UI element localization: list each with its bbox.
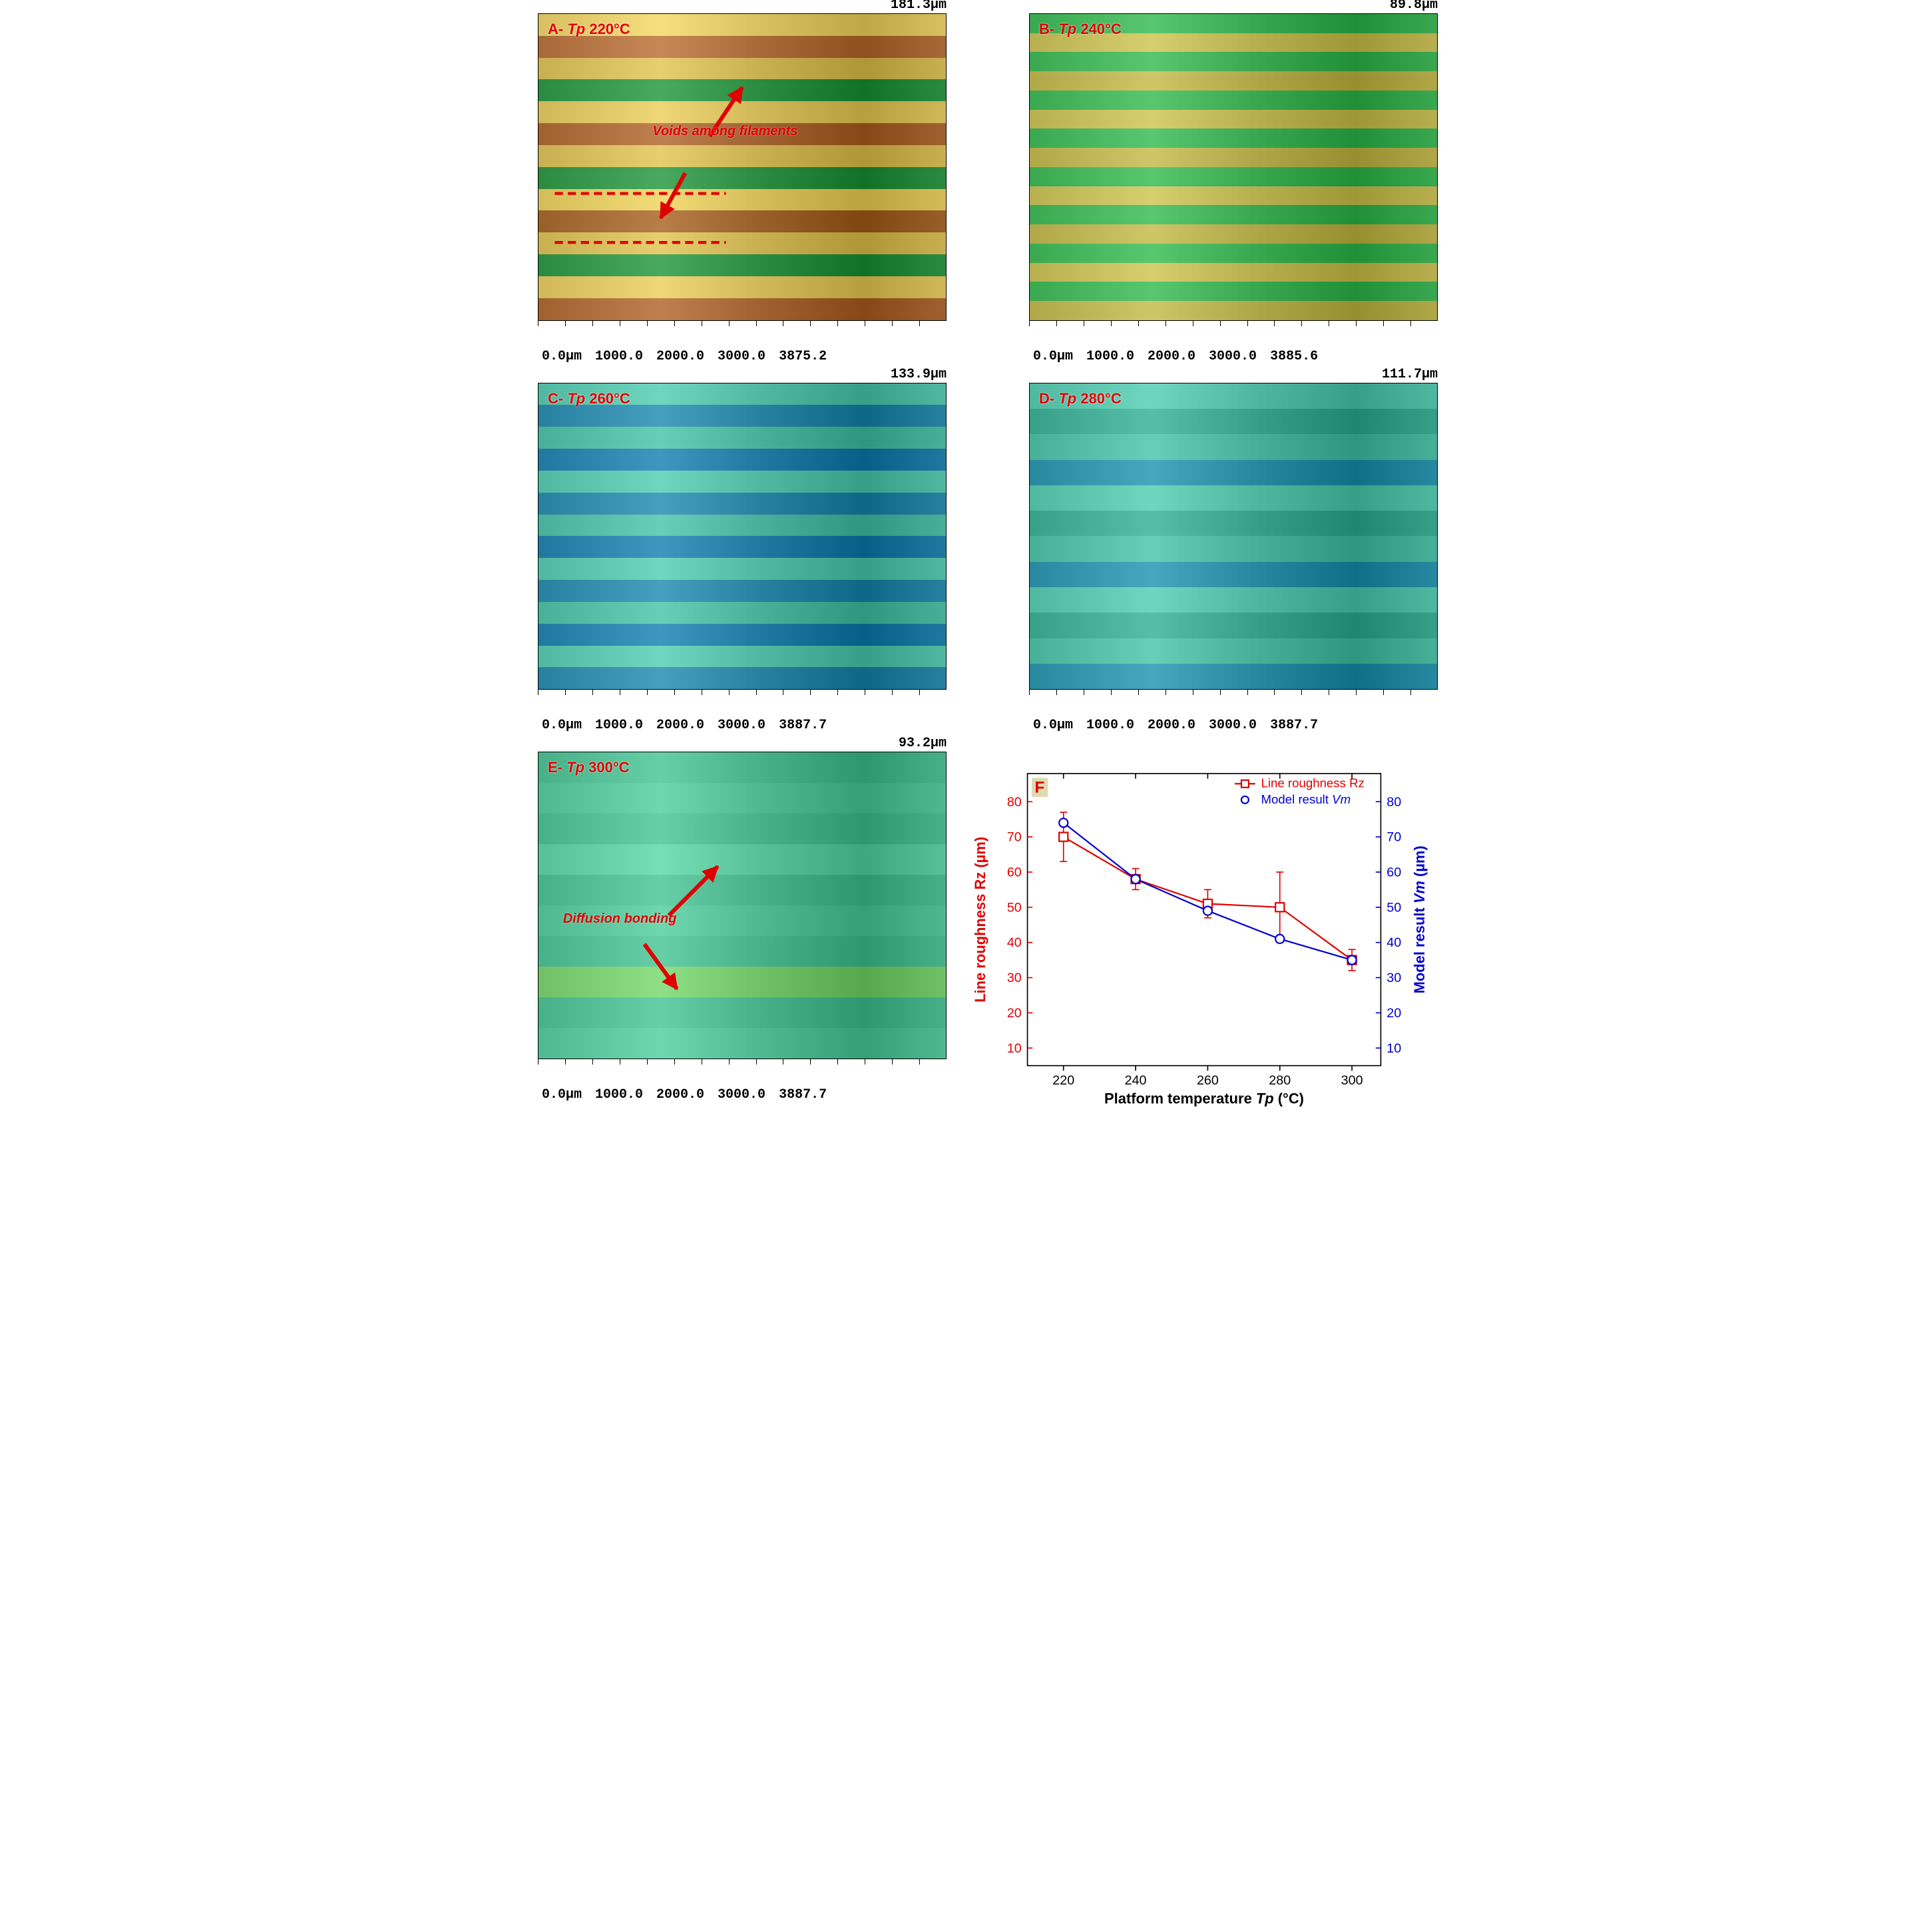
xlabels-B: 0.0µm1000.02000.03000.03885.6 — [1029, 349, 1438, 364]
depth-A: 181.3µm — [891, 0, 947, 13]
svg-text:280: 280 — [1269, 1073, 1291, 1088]
xaxis-ticks-A — [538, 321, 947, 330]
bands-E — [538, 752, 946, 1059]
svg-text:40: 40 — [1007, 936, 1022, 951]
micrograph-E: E- Tp 300°C Diffusion bonding 2825.12000… — [538, 752, 947, 1059]
xlabels-A: 0.0µm1000.02000.03000.03875.2 — [538, 349, 947, 364]
svg-text:80: 80 — [1007, 795, 1022, 810]
svg-text:50: 50 — [1386, 901, 1401, 915]
panel-D: 111.7µm D- Tp 280°C 2827.22000.01000.00.… — [970, 383, 1438, 734]
xaxis-ticks-D — [1029, 690, 1438, 699]
label-tp: Tp — [567, 390, 585, 407]
svg-text:60: 60 — [1007, 865, 1022, 880]
panel-label-E: E- Tp 300°C — [548, 759, 630, 776]
svg-text:300: 300 — [1341, 1073, 1363, 1088]
bands-B — [1030, 14, 1437, 320]
svg-text:Platform temperature Tp (°C): Platform temperature Tp (°C) — [1104, 1090, 1304, 1107]
svg-text:10: 10 — [1386, 1041, 1401, 1056]
svg-text:10: 10 — [1007, 1041, 1022, 1056]
svg-text:Model result Vm (µm): Model result Vm (µm) — [1411, 845, 1428, 993]
xlabels-C: 0.0µm1000.02000.03000.03887.7 — [538, 718, 947, 733]
label-temp: 300°C — [584, 759, 630, 776]
label-temp: 220°C — [585, 21, 630, 37]
panel-label-B: B- Tp 240°C — [1039, 21, 1122, 38]
label-temp: 280°C — [1076, 390, 1122, 407]
bands-A — [538, 14, 946, 320]
svg-text:70: 70 — [1007, 830, 1022, 845]
svg-text:F: F — [1035, 779, 1045, 797]
svg-text:220: 220 — [1052, 1073, 1074, 1088]
annotation-diffusion: Diffusion bonding — [563, 911, 677, 927]
label-prefix: E- — [548, 759, 566, 776]
svg-text:20: 20 — [1386, 1006, 1401, 1021]
label-tp: Tp — [1058, 21, 1076, 37]
panel-label-C: C- Tp 260°C — [548, 390, 630, 407]
svg-text:Line roughness Rz (µm): Line roughness Rz (µm) — [972, 837, 988, 1003]
label-prefix: D- — [1039, 390, 1058, 407]
label-tp: Tp — [566, 759, 584, 776]
svg-text:60: 60 — [1386, 865, 1401, 880]
svg-text:70: 70 — [1386, 830, 1401, 845]
annotation-voids: Voids among filaments — [652, 124, 797, 139]
label-prefix: A- — [548, 21, 567, 37]
label-temp: 260°C — [585, 390, 630, 407]
panel-label-A: A- Tp 220°C — [548, 21, 630, 38]
panel-A: 181.3µm A- Tp 220°C Voids among filament… — [479, 13, 947, 364]
xlabels-D: 0.0µm1000.02000.03000.03887.7 — [1029, 718, 1438, 733]
panel-B: 89.8µm B- Tp 240°C 2827.22000.01000.00.0… — [970, 13, 1438, 364]
xaxis-ticks-B — [1029, 321, 1438, 330]
xaxis-ticks-C — [538, 690, 947, 699]
svg-text:Line roughness Rz: Line roughness Rz — [1261, 776, 1365, 790]
micrograph-D: D- Tp 280°C 2827.22000.01000.00.0µm — [1029, 383, 1438, 690]
depth-B: 89.8µm — [1390, 0, 1438, 13]
chart-svg: 220 240 260 280 300 10 10 20 20 30 30 40 40 50 50 60 60 7… — [970, 752, 1438, 1116]
label-tp: Tp — [567, 21, 585, 37]
bands-C — [538, 383, 946, 690]
micrograph-A: A- Tp 220°C Voids among filaments 2831.4… — [538, 13, 947, 321]
panel-label-D: D- Tp 280°C — [1039, 390, 1122, 407]
micrograph-B: B- Tp 240°C 2827.22000.01000.00.0µm — [1029, 13, 1438, 321]
label-prefix: C- — [548, 390, 567, 407]
xaxis-ticks-E — [538, 1059, 947, 1069]
depth-E: 93.2µm — [899, 736, 947, 751]
bands-D — [1030, 383, 1437, 690]
svg-text:80: 80 — [1386, 795, 1401, 810]
label-tp: Tp — [1058, 390, 1076, 407]
panel-C: 133.9µm C- Tp 260°C 2827.22000.01000.00.… — [479, 383, 947, 734]
depth-C: 133.9µm — [891, 367, 947, 382]
label-temp: 240°C — [1076, 21, 1122, 37]
svg-text:Model result Vm: Model result Vm — [1261, 792, 1351, 806]
chart-F: 220 240 260 280 300 10 10 20 20 30 30 40 40 50 50 60 60 7… — [970, 752, 1438, 1120]
svg-text:30: 30 — [1386, 971, 1401, 985]
depth-D: 111.7µm — [1382, 367, 1438, 382]
micrograph-C: C- Tp 260°C 2827.22000.01000.00.0µm — [538, 383, 947, 690]
panel-F: 220 240 260 280 300 10 10 20 20 30 30 40 40 50 50 60 60 7… — [970, 752, 1438, 1120]
panel-E: 93.2µm E- Tp 300°C Diffusion bonding 282… — [479, 752, 947, 1120]
svg-text:50: 50 — [1007, 901, 1022, 915]
figure-grid: 181.3µm A- Tp 220°C Voids among filament… — [479, 13, 1438, 1120]
svg-text:20: 20 — [1007, 1006, 1022, 1021]
svg-text:30: 30 — [1007, 971, 1022, 985]
svg-text:40: 40 — [1386, 936, 1401, 951]
label-prefix: B- — [1039, 21, 1058, 37]
xlabels-E: 0.0µm1000.02000.03000.03887.7 — [538, 1087, 947, 1102]
svg-text:260: 260 — [1197, 1073, 1219, 1088]
svg-text:240: 240 — [1125, 1073, 1147, 1088]
